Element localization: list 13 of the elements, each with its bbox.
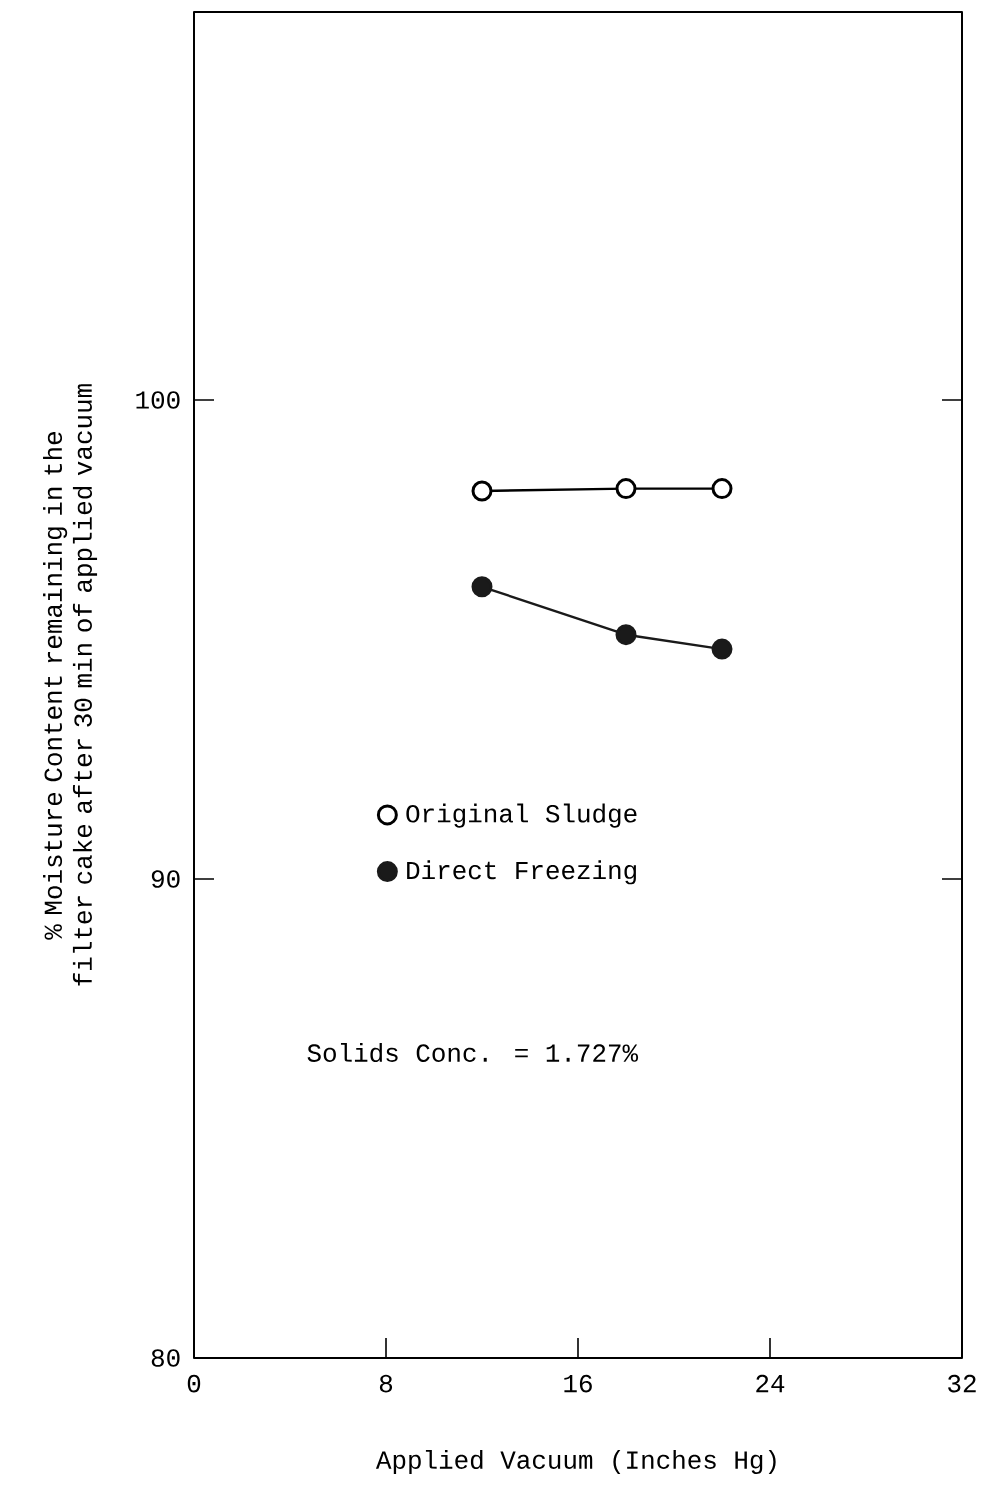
y-tick-label: 80 bbox=[151, 1349, 180, 1367]
x-tick-label: 32 bbox=[948, 1374, 976, 1393]
x-tick-label: 0 bbox=[187, 1374, 201, 1393]
legend-label: Direct Freezing bbox=[407, 860, 636, 885]
y-axis-title: % Moisture Content remaining in the filter cake after 30 min of applied vacuum bbox=[42, 384, 97, 986]
x-axis-title: Applied Vacuum (Inches Hg) bbox=[375, 1449, 776, 1475]
legend-label: Original Sludge bbox=[406, 803, 637, 828]
y-tick-label: 100 bbox=[136, 391, 180, 409]
x-tick-label: 24 bbox=[756, 1374, 785, 1393]
x-tick-label: 8 bbox=[379, 1374, 392, 1393]
x-tick-label: 16 bbox=[564, 1374, 592, 1393]
annotation: Solids Conc. = 1.727% bbox=[307, 1042, 638, 1062]
y-tick-label: 90 bbox=[151, 870, 180, 888]
